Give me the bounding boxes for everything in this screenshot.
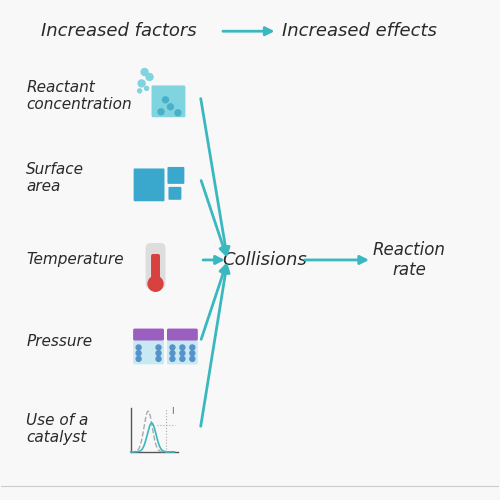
FancyBboxPatch shape <box>151 254 160 283</box>
FancyBboxPatch shape <box>168 187 181 200</box>
Circle shape <box>141 68 148 75</box>
FancyBboxPatch shape <box>146 243 166 289</box>
Text: Increased factors: Increased factors <box>41 22 197 40</box>
Text: Surface
area: Surface area <box>26 162 84 194</box>
FancyBboxPatch shape <box>133 328 164 340</box>
Circle shape <box>170 345 175 350</box>
Circle shape <box>146 74 153 80</box>
FancyBboxPatch shape <box>134 168 164 202</box>
Text: I: I <box>172 407 174 416</box>
Circle shape <box>138 89 141 93</box>
Circle shape <box>190 345 195 350</box>
Circle shape <box>136 350 141 356</box>
Circle shape <box>148 276 163 291</box>
Text: Collisions: Collisions <box>222 251 308 269</box>
FancyBboxPatch shape <box>168 167 184 184</box>
Circle shape <box>190 350 195 356</box>
Text: Reactant
concentration: Reactant concentration <box>26 80 132 112</box>
Circle shape <box>190 356 195 362</box>
Circle shape <box>156 345 161 350</box>
Circle shape <box>168 104 173 110</box>
Circle shape <box>136 356 141 362</box>
Circle shape <box>162 97 168 103</box>
Text: Reaction
rate: Reaction rate <box>372 240 446 280</box>
Circle shape <box>136 345 141 350</box>
FancyBboxPatch shape <box>133 332 164 364</box>
Text: Use of a
catalyst: Use of a catalyst <box>26 413 88 445</box>
Circle shape <box>170 350 175 356</box>
Circle shape <box>170 356 175 362</box>
Circle shape <box>156 356 161 362</box>
Circle shape <box>138 80 145 87</box>
Circle shape <box>180 350 185 356</box>
FancyBboxPatch shape <box>152 86 186 117</box>
Circle shape <box>144 86 148 90</box>
Circle shape <box>180 356 185 362</box>
FancyBboxPatch shape <box>167 332 198 364</box>
Text: Increased effects: Increased effects <box>282 22 437 40</box>
Circle shape <box>156 350 161 356</box>
Text: Pressure: Pressure <box>26 334 92 349</box>
Circle shape <box>180 345 185 350</box>
FancyBboxPatch shape <box>167 328 198 340</box>
Circle shape <box>158 109 164 115</box>
Text: Temperature: Temperature <box>26 252 124 268</box>
Circle shape <box>175 110 181 116</box>
